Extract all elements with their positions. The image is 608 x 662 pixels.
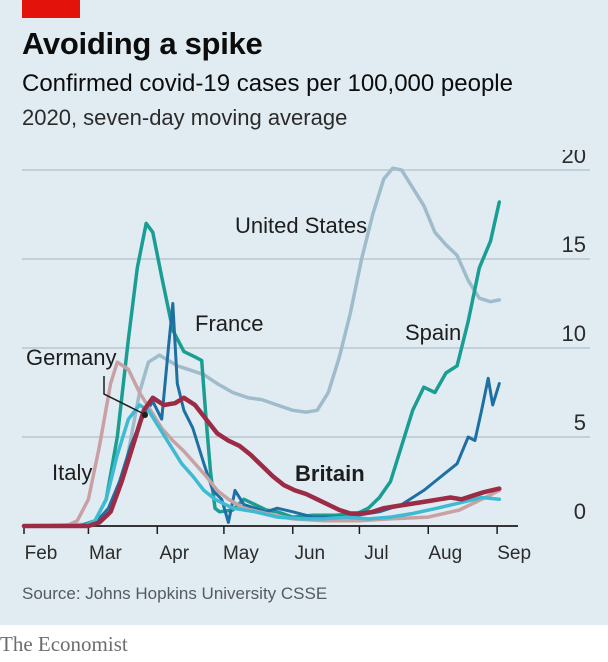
- brand-wordmark: The Economist: [0, 632, 128, 656]
- series-label-germany: Germany: [26, 345, 116, 370]
- series-label-spain: Spain: [405, 320, 461, 345]
- germany-leader-dot: [142, 412, 148, 418]
- series-label-france: France: [195, 311, 263, 336]
- x-tick-label-apr: Apr: [159, 543, 189, 564]
- series-line-spain: [22, 200, 502, 528]
- series-label-united-states: United States: [235, 213, 367, 238]
- chart-title: Avoiding a spike: [22, 26, 263, 61]
- series-label-britain: Britain: [295, 461, 365, 486]
- y-tick-label-15: 15: [562, 232, 586, 257]
- chart-subtitle: Confirmed covid-19 cases per 100,000 peo…: [22, 70, 513, 97]
- y-tick-label-10: 10: [562, 321, 586, 346]
- line-chart: 0 5 10 15 20 Feb Mar Apr May Jun Jul Aug Sep United S…: [21, 150, 590, 564]
- x-tick-label-sep: Sep: [497, 543, 531, 564]
- y-tick-label-0: 0: [574, 499, 586, 524]
- source-note: Source: Johns Hopkins University CSSE: [22, 584, 328, 603]
- series-line-britain: [21, 395, 502, 529]
- x-tick-label-feb: Feb: [25, 543, 58, 564]
- germany-leader-line: [103, 376, 143, 414]
- y-tick-label-20: 20: [562, 150, 586, 168]
- series-line-germany: [22, 403, 502, 528]
- series-label-italy: Italy: [52, 460, 92, 485]
- chart-subtitle-detail: 2020, seven-day moving average: [22, 105, 348, 130]
- x-tick-label-jun: Jun: [294, 543, 325, 564]
- x-tick-label-mar: Mar: [89, 543, 122, 564]
- y-tick-label-5: 5: [574, 410, 586, 435]
- series-line-united-states: [22, 166, 502, 528]
- brand-red-tag: [22, 0, 80, 18]
- x-tick-label-aug: Aug: [428, 543, 462, 564]
- x-tick-label-jul: Jul: [364, 543, 388, 564]
- x-tick-label-may: May: [223, 543, 259, 564]
